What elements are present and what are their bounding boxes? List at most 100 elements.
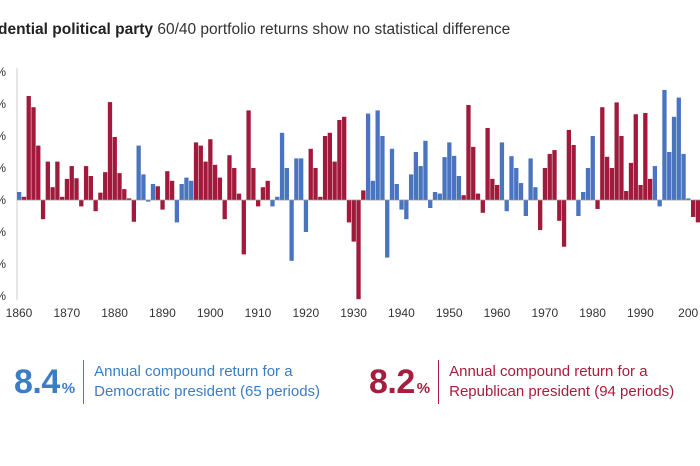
democratic-stat: 8.4 % Annual compound return for a Democ…: [14, 360, 320, 404]
bar-1988: [628, 162, 634, 200]
y-tick-label: %: [0, 65, 6, 79]
bar-1880: [112, 136, 117, 200]
x-axis-ticks: 1860 1870 1880 1890 1900 1910 1920 1930 1940 1950…: [6, 306, 699, 320]
bar-1884: [131, 200, 137, 222]
bar-1885: [136, 145, 141, 200]
bar-1976: [571, 144, 576, 200]
bar-1991: [643, 112, 648, 200]
bar-1923: [318, 196, 323, 200]
bar-1980: [590, 136, 595, 200]
bar-1897: [193, 142, 199, 200]
democratic-stat-divider: [83, 360, 85, 404]
x-tick-label: 200: [678, 306, 698, 320]
bar-1982: [600, 107, 605, 200]
bar-1883: [126, 198, 132, 200]
bar-1971: [547, 153, 552, 200]
bar-1882: [122, 189, 127, 200]
republican-return-description: Annual compound return for a Republican …: [449, 362, 674, 402]
bar-1974: [561, 200, 567, 247]
bar-1925: [327, 132, 332, 200]
bar-1918: [294, 158, 299, 200]
democratic-desc-line1: Annual compound return for a: [94, 363, 293, 380]
x-tick-label: 1960: [484, 306, 511, 320]
bar-1978: [581, 192, 586, 200]
bar-1865: [40, 200, 46, 220]
bar-1928: [342, 116, 347, 200]
bar-1959: [490, 178, 495, 200]
democratic-desc-line2: Democratic president (65 periods): [94, 383, 321, 400]
bar-1860: [17, 192, 22, 200]
bar-1894: [179, 184, 184, 200]
bar-1983: [604, 156, 610, 200]
chart-title-rest: 60/40 portfolio returns show no statisti…: [153, 21, 511, 38]
republican-desc-line1: Annual compound return for a: [449, 363, 648, 380]
bar-1912: [265, 180, 270, 200]
bar-1907: [241, 200, 246, 255]
bar-1896: [189, 180, 194, 200]
bar-1989: [633, 114, 638, 200]
bar-1950: [447, 142, 452, 200]
y-tick-label: %: [0, 225, 6, 239]
x-tick-label: 1910: [245, 306, 272, 320]
bar-1943: [413, 152, 419, 200]
bar-1947: [432, 192, 438, 200]
republican-return-unit: %: [416, 379, 431, 397]
bar-1887: [146, 200, 151, 202]
bar-1916: [284, 168, 289, 200]
bar-1996: [667, 152, 672, 200]
bar-1914: [275, 196, 280, 200]
bar-1960: [495, 184, 500, 200]
bar-1981: [595, 200, 600, 209]
bar-1890: [160, 200, 165, 210]
bar-1942: [408, 174, 414, 200]
x-tick-label: 1880: [101, 306, 128, 320]
bar-1958: [485, 128, 490, 200]
bar-1864: [36, 145, 41, 200]
bar-1915: [279, 132, 285, 200]
x-tick-label: 1990: [627, 306, 654, 320]
bar-1927: [337, 120, 342, 200]
bar-1997: [671, 116, 677, 200]
bar-1867: [50, 187, 55, 200]
bar-1862: [26, 96, 31, 200]
bar-1926: [332, 161, 337, 200]
y-tick-label: %: [0, 97, 6, 111]
bar-1937: [385, 200, 390, 258]
x-tick-label: 1970: [531, 306, 558, 320]
bar-1962: [504, 200, 509, 212]
bar-1869: [60, 196, 65, 200]
bar-1939: [394, 184, 399, 200]
bar-1944: [418, 166, 423, 200]
bar-1934: [370, 180, 376, 200]
republican-stat-divider: [438, 360, 440, 404]
bar-1921: [308, 148, 313, 200]
bar-1924: [322, 136, 328, 200]
bar-1910: [256, 200, 261, 207]
bar-1908: [246, 110, 251, 200]
bar-1945: [423, 140, 428, 200]
bar-1953: [461, 195, 466, 200]
democratic-return-value: 8.4: [14, 362, 60, 401]
y-tick-label: %: [0, 257, 6, 271]
bar-1970: [542, 168, 548, 200]
y-axis-ticks: %%%%%%%%: [0, 65, 6, 303]
bar-1889: [155, 186, 160, 200]
bar-1972: [552, 150, 557, 200]
bar-1911: [260, 187, 266, 200]
bar-1940: [399, 200, 404, 210]
bar-1993: [652, 166, 658, 200]
bar-1917: [289, 200, 294, 261]
y-tick-label: %: [0, 129, 6, 143]
bar-1876: [93, 200, 98, 212]
bar-1929: [346, 200, 352, 223]
bar-1985: [614, 102, 619, 200]
bar-1913: [270, 200, 275, 207]
democratic-return-unit: %: [61, 379, 76, 397]
bar-1899: [203, 161, 208, 200]
bar-1979: [585, 168, 591, 200]
bar-1878: [103, 172, 108, 200]
x-tick-label: 1930: [340, 306, 367, 320]
bar-1861: [21, 196, 27, 200]
bar-1891: [165, 171, 170, 200]
bar-1898: [198, 145, 203, 200]
